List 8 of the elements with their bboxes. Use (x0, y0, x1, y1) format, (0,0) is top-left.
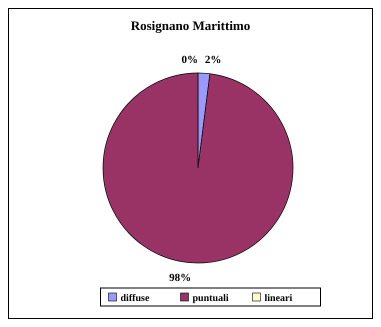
text: 0% (182, 54, 198, 66)
legend-label: lineari (264, 293, 292, 304)
data-label: 98% (169, 272, 192, 284)
chart-title: Rosignano Marittimo (130, 18, 250, 33)
data-label: 2% (204, 54, 222, 66)
pie-slice (102, 72, 294, 264)
legend-label: diffuse (120, 293, 150, 304)
legend-label: puntuali (192, 293, 229, 304)
